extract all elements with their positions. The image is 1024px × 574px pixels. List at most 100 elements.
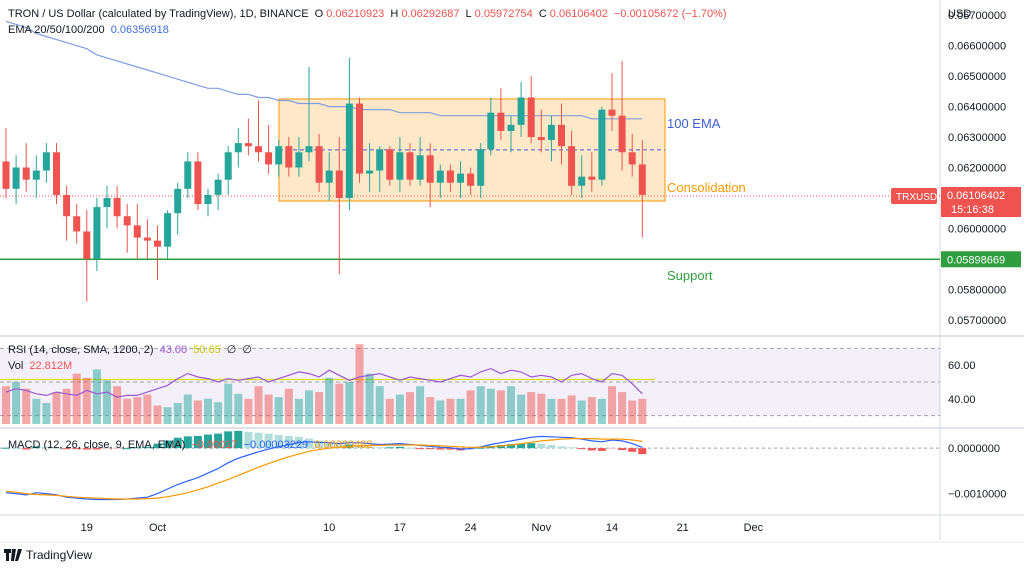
macd-hist-value: −0.00017 [191,439,238,451]
volume-bar [476,386,485,424]
macd-histogram-bar [496,444,505,449]
candle-body [174,188,182,214]
macd-signal-value: 0.00020482 [314,439,373,451]
price-axis-label: 0.06700000 [948,10,1006,22]
volume-bar [274,397,283,424]
candle-body [103,197,111,208]
symbol-legend: TRON / US Dollar (calculated by TradingV… [8,7,730,21]
macd-histogram-bar [264,433,273,449]
candle-body [345,103,353,198]
volume-bar [466,390,475,424]
volume-bar [446,398,455,424]
candle-body [406,152,414,180]
macd-line-value: −0.00003229 [243,439,309,451]
volume-bar [567,395,576,424]
macd-histogram-bar [12,448,21,450]
volume-bar [456,398,465,424]
volume-bar [547,398,556,424]
tradingview-brand[interactable]: TradingView [4,548,92,562]
macd-histogram-bar [133,447,142,449]
time-axis-label: 21 [677,522,689,534]
macd-axis-label: −0.0010000 [948,489,1006,501]
price-axis-label: 0.05800000 [948,284,1006,296]
consolidation-annotation: Consolidation [667,180,746,195]
volume-bar [355,344,364,424]
macd-histogram-bar [628,448,637,452]
volume-bar [244,398,253,424]
candle-body [356,103,363,174]
volume-bar [537,393,546,424]
candle-body [143,237,151,241]
rsi-axis-label: 60.00 [948,360,976,372]
price-axis-label: 0.06200000 [948,163,1006,175]
candle-body [113,197,121,217]
macd-signal-line [5,438,643,500]
macd-histogram-bar [577,448,586,450]
ema-label: EMA 20/50/100/200 [8,24,105,36]
macd-histogram-bar [284,435,293,449]
macd-histogram-bar [62,448,71,450]
volume-bar [385,398,394,424]
time-axis-label: Nov [532,522,552,534]
volume-bar [264,394,273,424]
macd-histogram-bar [163,440,172,449]
macd-histogram-bar [476,447,485,449]
volume-bar [204,398,212,424]
macd-histogram-bar [123,448,132,450]
open-value: 0.06210923 [326,8,385,20]
volume-bar [416,386,425,424]
candle-body [386,149,394,180]
macd-histogram-bar [385,447,394,449]
macd-histogram-bar [416,448,425,450]
volume-bar [133,397,142,424]
macd-histogram-bar [22,448,31,450]
support-annotation: Support [667,268,713,283]
countdown-badge: 15:16:38 [951,204,994,216]
vol-legend: Vol 22.812M [8,359,75,373]
volume-bar [335,383,344,424]
candle-body [93,207,101,259]
candle-body [63,194,71,217]
volume-bar [123,398,132,424]
candle-body [568,146,576,186]
macd-histogram-bar [587,448,596,451]
volume-bar [517,394,526,424]
candle-body [477,149,485,186]
volume-bar [22,388,31,424]
high-label: H [390,8,399,20]
price-axis-label: 0.06400000 [948,102,1006,114]
macd-histogram-bar [608,448,616,450]
candle-body [234,143,242,153]
candle-body [265,152,273,165]
volume-bar [224,383,233,424]
volume-bar [103,380,111,424]
candle-body [83,231,91,259]
macd-histogram-bar [254,432,263,449]
ticker-badge-bg [891,188,937,205]
candle-body [335,170,343,198]
time-axis-label: Oct [149,522,166,534]
volume-bar [315,392,324,424]
macd-histogram-bar [547,444,556,449]
macd-histogram-bar [527,443,536,449]
vol-label: Vol [8,360,24,372]
open-label: O [314,8,324,20]
low-label: L [465,8,472,20]
macd-histogram-bar [173,437,182,449]
candle-body [426,155,434,183]
volume-bar [305,390,313,424]
time-axis-label: 24 [464,522,476,534]
price-badge: 0.06106402 [947,190,1005,202]
rsi-value: 43.00 [159,344,188,356]
macd-label: MACD (12, 26, close, 9, EMA, EMA) [8,439,186,451]
macd-histogram-bar [557,446,566,449]
candle-body [194,161,202,205]
candle-body [507,124,515,131]
volume-bar [507,386,515,424]
volume-bar [597,398,606,424]
ema-legend: EMA 20/50/100/200 0.06356918 [8,23,172,37]
candle-body [608,109,616,116]
volume-bar [12,382,21,424]
volume-bar [325,377,334,424]
